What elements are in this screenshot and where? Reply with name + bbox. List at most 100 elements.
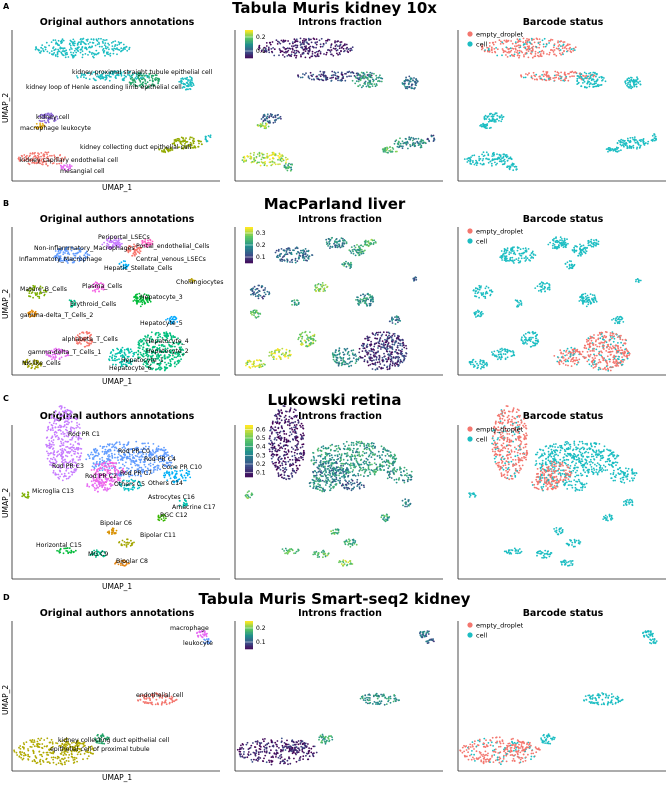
umap-point <box>72 304 75 306</box>
row-title: MacParland liver <box>263 195 406 213</box>
umap-point <box>189 81 191 84</box>
umap-point <box>363 359 366 361</box>
umap-point <box>53 348 56 351</box>
umap-point <box>99 74 102 77</box>
umap-point <box>256 153 259 156</box>
umap-point <box>145 294 148 296</box>
umap-point <box>283 166 286 168</box>
umap-point <box>554 246 557 248</box>
umap-point <box>82 332 85 334</box>
umap-point <box>60 351 63 354</box>
umap-point <box>171 142 174 145</box>
umap-point <box>358 351 361 354</box>
umap-point <box>502 156 505 159</box>
umap-point <box>141 244 144 247</box>
umap-point <box>165 334 168 337</box>
umap-point <box>111 240 114 243</box>
umap-point <box>576 77 579 80</box>
umap-point <box>391 150 394 153</box>
umap-point <box>394 357 397 359</box>
umap-point <box>347 51 350 54</box>
umap-point <box>187 80 189 82</box>
umap-point <box>178 146 181 148</box>
umap-point <box>241 159 244 162</box>
umap-point <box>276 349 279 351</box>
umap-point <box>483 123 486 126</box>
umap-point <box>371 359 373 362</box>
umap-point <box>167 148 170 151</box>
umap-point <box>370 348 373 351</box>
umap-point <box>596 78 599 81</box>
umap-point <box>352 250 354 253</box>
umap-point <box>482 125 484 128</box>
umap-point <box>542 75 545 78</box>
umap-point <box>617 147 620 149</box>
umap-point <box>49 154 51 157</box>
umap-point <box>319 51 322 53</box>
umap-point <box>120 348 122 351</box>
umap-point <box>285 248 288 250</box>
umap-point <box>156 347 159 350</box>
umap-point <box>374 334 376 336</box>
umap-point <box>46 153 48 156</box>
umap-point <box>282 46 285 49</box>
umap-point <box>123 349 126 351</box>
umap-point <box>268 355 270 357</box>
umap-point <box>102 50 105 53</box>
umap-point <box>491 48 493 50</box>
umap-point <box>139 80 142 83</box>
umap-point <box>254 295 257 298</box>
umap-point <box>62 349 65 352</box>
umap-point <box>522 247 525 250</box>
umap-point <box>289 48 292 50</box>
umap-point <box>326 242 329 245</box>
umap-point <box>563 78 566 81</box>
umap-point <box>274 116 277 118</box>
umap-point <box>374 85 377 88</box>
umap-point <box>342 75 345 78</box>
umap-point <box>132 73 134 75</box>
umap-point <box>636 77 639 80</box>
umap-point <box>54 118 57 121</box>
umap-point <box>557 240 560 243</box>
umap-point <box>130 74 133 77</box>
umap-point <box>276 256 278 258</box>
umap-point <box>349 250 352 253</box>
umap-point <box>56 55 59 58</box>
umap-point <box>492 43 495 46</box>
umap-point <box>251 292 254 295</box>
umap-point <box>484 114 487 117</box>
umap-point <box>268 291 271 294</box>
umap-point <box>399 362 401 364</box>
umap-point <box>348 354 351 357</box>
umap-point <box>31 314 33 317</box>
umap-point <box>305 41 308 44</box>
legend-label: empty_droplet <box>476 30 524 38</box>
umap-point <box>366 335 369 338</box>
umap-point <box>118 239 120 242</box>
umap-point <box>70 249 73 252</box>
umap-point <box>643 142 645 145</box>
umap-point <box>45 151 48 154</box>
umap-point <box>286 260 289 263</box>
umap-point <box>103 44 106 46</box>
umap-point <box>76 247 79 250</box>
umap-point <box>67 354 70 357</box>
umap-point <box>173 356 176 359</box>
umap-point <box>191 136 193 139</box>
umap-point <box>26 363 29 366</box>
umap-point <box>142 346 145 349</box>
umap-point <box>100 37 102 40</box>
umap-point <box>250 310 252 313</box>
umap-point <box>261 122 264 124</box>
umap-point <box>149 348 152 351</box>
umap-point <box>307 53 310 55</box>
umap-point <box>364 249 366 252</box>
umap-point <box>387 151 389 154</box>
umap-point <box>365 85 368 88</box>
umap-point <box>392 356 395 358</box>
umap-point <box>342 239 344 242</box>
umap-point <box>298 336 300 339</box>
umap-point <box>592 75 595 78</box>
umap-point <box>299 340 302 343</box>
